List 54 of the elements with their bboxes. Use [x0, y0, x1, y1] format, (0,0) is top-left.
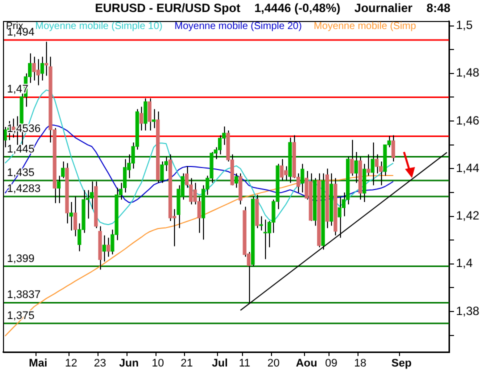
candlestick: [350, 139, 354, 176]
x-tick-label: 10: [152, 358, 164, 370]
text: Journalier: [354, 1, 412, 15]
y-tick-label: 1,44: [456, 160, 480, 175]
candlestick: [234, 172, 238, 188]
x-tick-label: 23: [94, 358, 106, 370]
text: Moyenne mobile (Simple 20): [174, 21, 302, 32]
text: 8:48: [426, 1, 450, 15]
candlestick: [32, 56, 36, 82]
candlestick: [218, 134, 222, 155]
candlestick: [284, 166, 288, 182]
chart-subtitle: 1,4446 (-0,48%): [254, 1, 340, 15]
candlestick: [144, 98, 148, 132]
candlestick: [102, 234, 106, 262]
x-tick-label: Sep: [391, 358, 412, 370]
x-tick-label: Aou: [296, 358, 318, 370]
candlestick: [160, 160, 164, 184]
candlestick: [300, 163, 304, 193]
y-tick-label: 1,4: [456, 256, 474, 270]
candlestick: [148, 98, 152, 132]
candlestick: [391, 134, 396, 162]
x-tick-label: 20: [267, 358, 280, 370]
candlestick: [40, 56, 44, 82]
candlestick: [140, 106, 144, 132]
candlestick: [338, 196, 342, 238]
candlestick: [73, 196, 78, 237]
candlestick: [263, 219, 268, 260]
ref-line-label: 1,4283: [7, 183, 41, 196]
x-tick-label: Mai: [28, 358, 48, 370]
candlestick: [366, 154, 370, 176]
candlestick: [370, 142, 374, 186]
y-tick-label: 1,46: [456, 113, 480, 128]
y-tick-label: 1,42: [456, 208, 480, 223]
y-tick-label: 1,38: [456, 304, 480, 318]
x-tick-label: 21: [180, 358, 193, 370]
x-tick-label: 18: [354, 358, 366, 370]
candlestick: [280, 158, 284, 182]
text: Moyenne mobile (Simp: [314, 21, 416, 32]
x-tick-label: Jul: [212, 358, 228, 370]
x-tick-label: 12: [65, 358, 78, 370]
candlestick: [36, 58, 40, 86]
chart-title: EURUSD - EUR/USD Spot: [95, 1, 240, 15]
x-tick-label: 09: [325, 358, 338, 370]
candlestick: [152, 108, 156, 129]
y-tick-label: 1,5: [456, 18, 474, 32]
x-tick-label: Jun: [119, 358, 140, 370]
ref-line-label: 1,3837: [7, 289, 41, 302]
candlestick: [106, 237, 110, 258]
text: Moyenne mobile (Simple 10): [35, 21, 163, 32]
y-tick-label: 1,48: [456, 66, 480, 80]
candlestick: [374, 154, 379, 174]
candlestick: [354, 151, 358, 184]
x-tick-label: 11: [238, 358, 250, 370]
ref-line-label: 1,399: [7, 252, 35, 265]
